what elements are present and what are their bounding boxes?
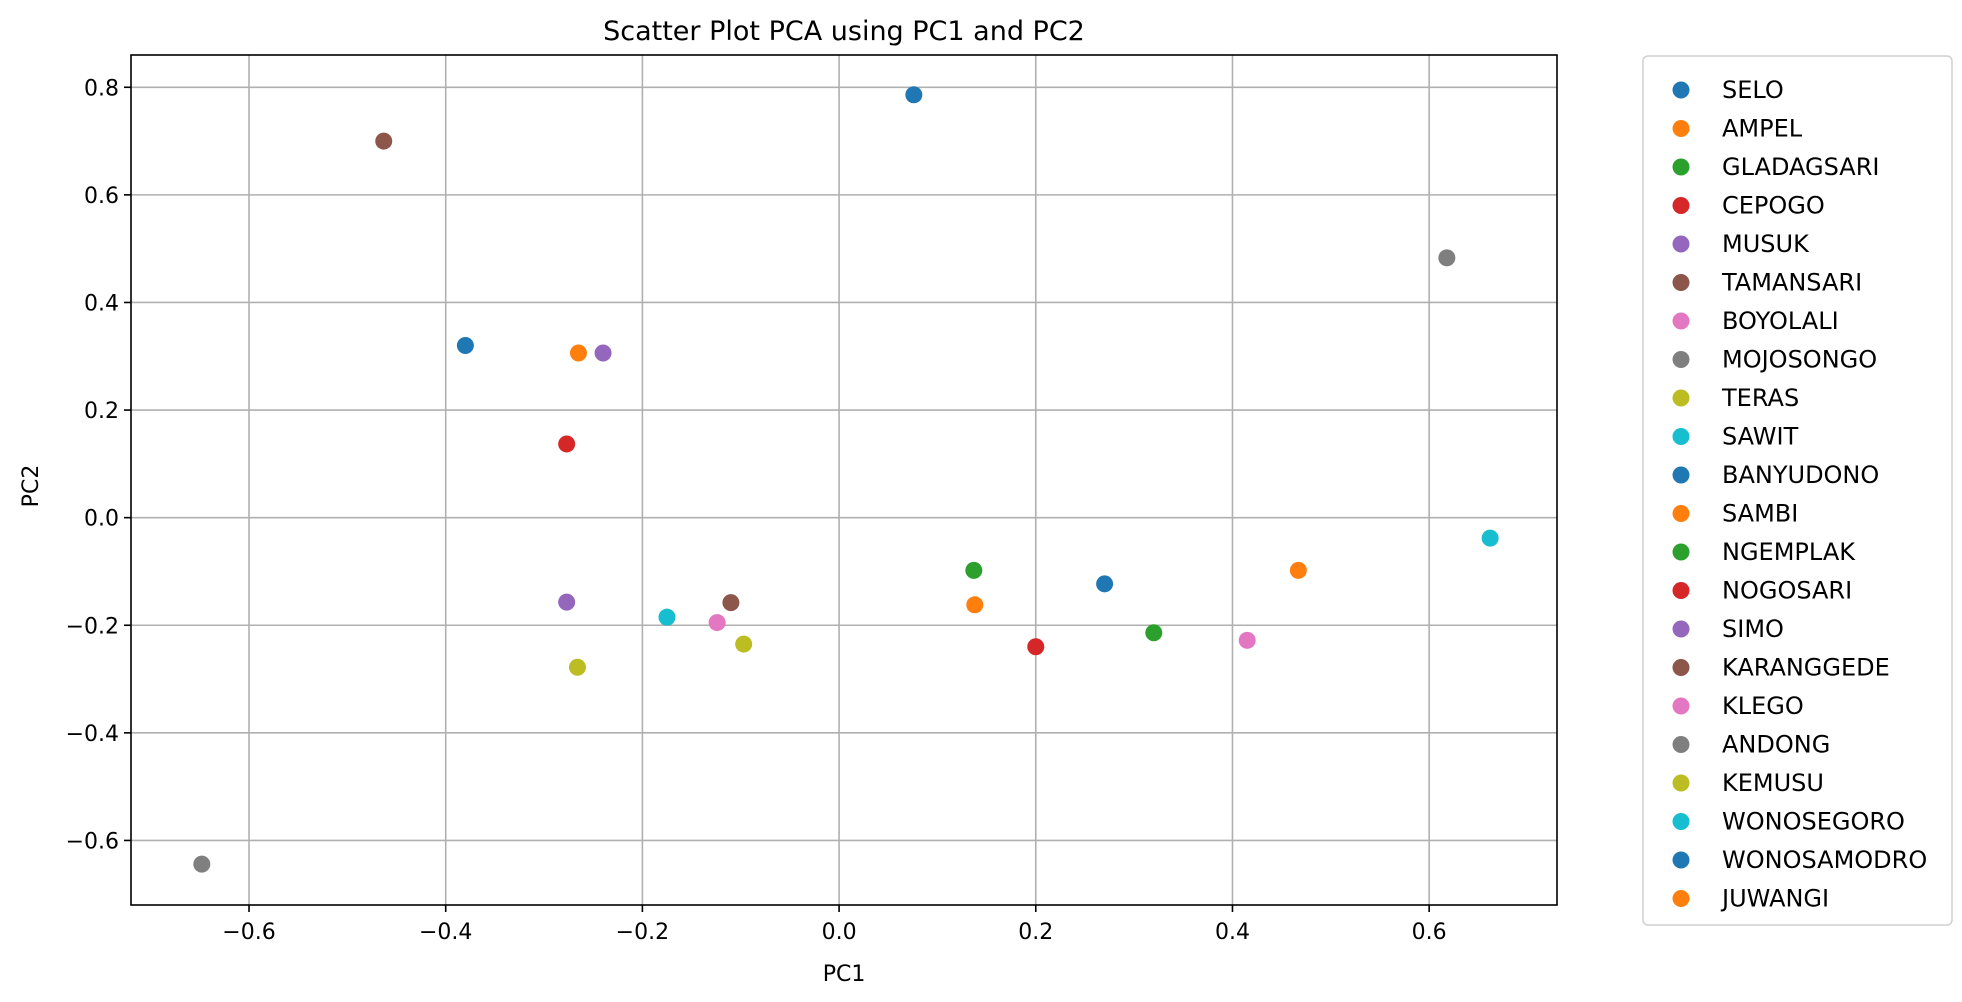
data-point-musuk	[594, 344, 612, 362]
data-point-teras	[735, 635, 753, 653]
x-tick-label: −0.2	[616, 920, 669, 945]
x-axis-label: PC1	[823, 962, 866, 987]
legend-label-tamansari: TAMANSARI	[1721, 269, 1862, 297]
legend-label-wonosegoro: WONOSEGORO	[1722, 808, 1905, 836]
data-point-wonosamodro	[1096, 575, 1114, 593]
data-point-kemusu	[568, 658, 586, 676]
data-point-banyudono	[456, 337, 474, 355]
data-point-juwangi	[1289, 561, 1307, 579]
x-tick-label: −0.4	[419, 920, 472, 945]
x-axis-ticks: −0.6 −0.4 −0.2 0.0 0.2 0.4 0.6	[222, 905, 1447, 945]
data-point-karanggede	[722, 594, 740, 612]
data-point-selo	[905, 86, 923, 104]
y-tick-label: 0.4	[84, 291, 119, 316]
legend-label-klego: KLEGO	[1722, 692, 1804, 720]
data-point-wonosegoro	[1481, 529, 1499, 547]
legend-label-selo: SELO	[1722, 76, 1784, 104]
legend-marker-karanggede	[1672, 659, 1690, 676]
legend-label-ampel: AMPEL	[1722, 115, 1803, 143]
plot-area-frame	[130, 54, 1558, 906]
data-points	[193, 86, 1499, 873]
legend-marker-musuk	[1672, 235, 1690, 253]
grid-lines	[131, 55, 1557, 905]
legend-marker-wonosamodro	[1672, 851, 1690, 869]
data-point-ngemplak	[1145, 624, 1163, 642]
legend-label-mojosongo: MOJOSONGO	[1722, 346, 1877, 374]
data-point-tamansari	[375, 132, 393, 150]
data-point-simo	[558, 593, 576, 611]
y-tick-label: 0.8	[84, 76, 119, 101]
legend-marker-simo	[1672, 620, 1690, 638]
legend-marker-sambi	[1672, 505, 1690, 522]
legend-marker-nogosari	[1672, 582, 1690, 599]
legend-marker-sawit	[1672, 428, 1690, 445]
legend-marker-boyolali	[1672, 312, 1690, 330]
legend-label-boyolali: BOYOLALI	[1722, 307, 1839, 335]
data-point-boyolali	[708, 614, 726, 632]
legend-label-wonosamodro: WONOSAMODRO	[1722, 846, 1927, 874]
y-tick-label: −0.4	[66, 722, 119, 747]
data-point-mojosongo	[1438, 249, 1456, 267]
legend-marker-cepogo	[1672, 197, 1690, 214]
x-tick-label: −0.6	[222, 920, 275, 945]
data-point-sawit	[658, 608, 676, 626]
data-point-sambi	[966, 596, 984, 614]
legend-label-andong: ANDONG	[1722, 731, 1830, 759]
y-tick-label: −0.6	[66, 829, 119, 854]
legend-marker-ampel	[1672, 120, 1690, 137]
legend-marker-kemusu	[1672, 774, 1690, 792]
legend-label-simo: SIMO	[1722, 615, 1784, 643]
legend-marker-mojosongo	[1672, 351, 1690, 368]
legend-label-gladagsari: GLADAGSARI	[1722, 153, 1879, 181]
y-tick-label: 0.0	[84, 507, 119, 532]
legend-marker-teras	[1672, 389, 1690, 407]
x-tick-label: 0.2	[1018, 920, 1053, 945]
y-tick-label: 0.6	[84, 184, 119, 209]
data-point-klego	[1238, 631, 1256, 649]
legend-label-banyudono: BANYUDONO	[1722, 461, 1879, 489]
y-tick-label: −0.2	[66, 614, 119, 639]
legend: SELO AMPEL GLADAGSARI CEPOGO MUSUK TAMANSARI B…	[1672, 76, 1927, 913]
x-tick-label: 0.0	[822, 920, 857, 945]
legend-box	[1642, 55, 1953, 926]
data-point-nogosari	[1027, 638, 1045, 656]
data-point-gladagsari	[965, 561, 983, 579]
y-axis-ticks: −0.6 −0.4 −0.2 0.0 0.2 0.4 0.6 0.8	[66, 76, 131, 854]
legend-marker-juwangi	[1672, 890, 1690, 907]
y-axis-label: PC2	[19, 465, 44, 508]
legend-marker-selo	[1672, 81, 1690, 99]
legend-marker-andong	[1672, 736, 1690, 753]
legend-label-teras: TERAS	[1721, 384, 1799, 412]
legend-label-karanggede: KARANGGEDE	[1722, 654, 1890, 682]
x-tick-label: 0.4	[1215, 920, 1250, 945]
data-point-ampel	[569, 344, 587, 362]
y-tick-label: 0.2	[84, 399, 119, 424]
legend-marker-klego	[1672, 697, 1690, 715]
legend-marker-tamansari	[1672, 274, 1690, 291]
chart-title: Scatter Plot PCA using PC1 and PC2	[603, 16, 1085, 47]
legend-marker-ngemplak	[1672, 543, 1690, 561]
legend-marker-wonosegoro	[1672, 813, 1690, 830]
x-tick-label: 0.6	[1412, 920, 1447, 945]
legend-label-sambi: SAMBI	[1722, 500, 1798, 528]
legend-label-juwangi: JUWANGI	[1720, 885, 1829, 913]
legend-label-nogosari: NOGOSARI	[1722, 577, 1852, 605]
legend-label-ngemplak: NGEMPLAK	[1722, 538, 1856, 566]
data-point-cepogo	[558, 435, 576, 453]
legend-marker-banyudono	[1672, 466, 1690, 484]
legend-marker-gladagsari	[1672, 158, 1690, 176]
legend-label-sawit: SAWIT	[1722, 423, 1799, 451]
legend-label-kemusu: KEMUSU	[1722, 769, 1824, 797]
legend-label-cepogo: CEPOGO	[1722, 192, 1825, 220]
legend-label-musuk: MUSUK	[1722, 230, 1810, 258]
data-point-andong	[193, 855, 211, 873]
